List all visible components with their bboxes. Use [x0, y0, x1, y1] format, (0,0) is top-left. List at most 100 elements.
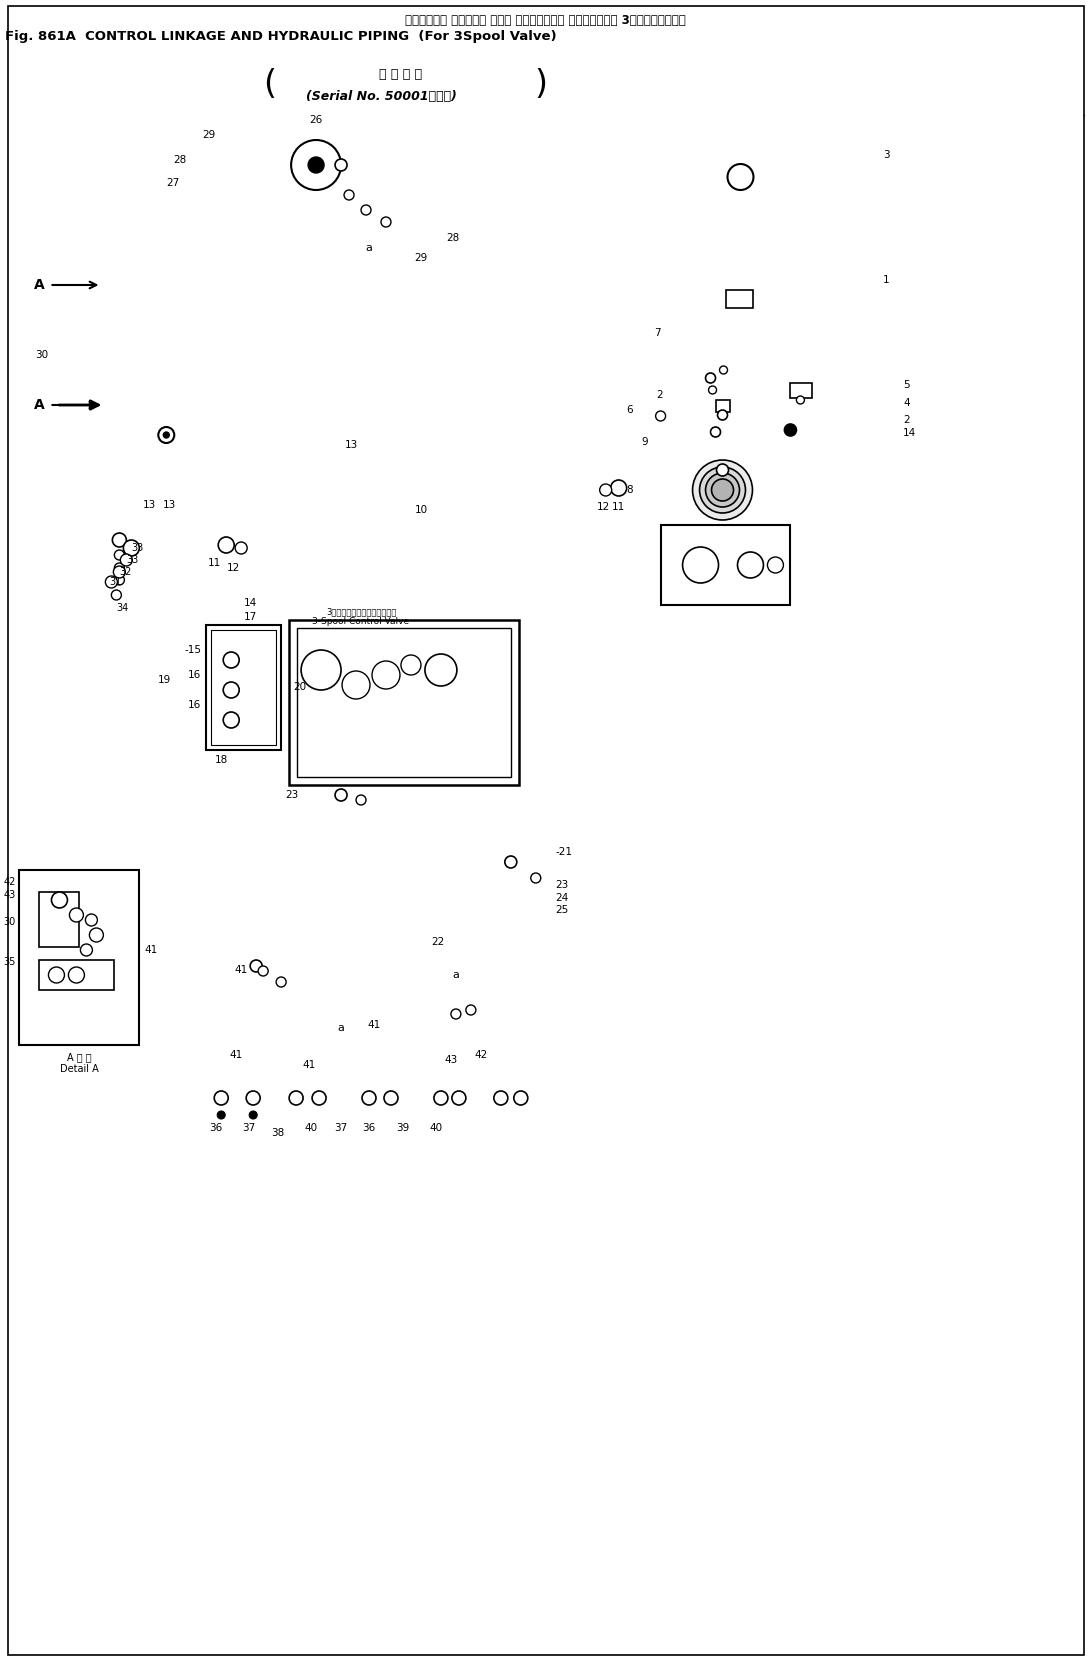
Text: 3: 3	[883, 149, 889, 159]
Circle shape	[258, 967, 268, 977]
Circle shape	[291, 140, 341, 189]
Circle shape	[513, 1091, 528, 1105]
Circle shape	[705, 374, 715, 384]
Text: 2: 2	[656, 390, 663, 400]
Text: -21: -21	[556, 847, 572, 857]
Circle shape	[361, 204, 371, 214]
Circle shape	[51, 892, 68, 909]
Circle shape	[705, 473, 739, 507]
Circle shape	[382, 218, 391, 228]
Circle shape	[308, 158, 324, 173]
Text: 23: 23	[284, 791, 298, 801]
Text: Detail A: Detail A	[60, 1065, 99, 1075]
Circle shape	[223, 713, 239, 728]
Bar	[39, 892, 80, 947]
Circle shape	[362, 1091, 376, 1105]
Circle shape	[85, 914, 97, 925]
Text: 10: 10	[414, 505, 427, 515]
Circle shape	[494, 1091, 508, 1105]
Circle shape	[716, 463, 728, 477]
Circle shape	[719, 365, 727, 374]
Circle shape	[531, 874, 541, 884]
Circle shape	[425, 654, 457, 686]
Circle shape	[797, 395, 804, 404]
Circle shape	[738, 551, 763, 578]
Text: A: A	[34, 277, 45, 292]
Text: 19: 19	[158, 674, 171, 684]
Text: 30: 30	[3, 917, 15, 927]
Text: 12: 12	[597, 502, 610, 512]
Circle shape	[223, 653, 239, 668]
Text: 7: 7	[654, 327, 661, 337]
Circle shape	[700, 467, 746, 513]
Bar	[715, 400, 729, 412]
Text: 29: 29	[203, 130, 216, 140]
Circle shape	[712, 478, 734, 502]
Circle shape	[289, 1091, 303, 1105]
Circle shape	[434, 1091, 448, 1105]
Circle shape	[682, 546, 718, 583]
Circle shape	[114, 563, 124, 573]
Text: 22: 22	[431, 937, 444, 947]
Text: (: (	[263, 68, 276, 101]
Circle shape	[465, 1005, 476, 1015]
Circle shape	[114, 575, 124, 585]
Text: 3-Spool Control Valve: 3-Spool Control Valve	[313, 618, 410, 626]
Circle shape	[312, 1091, 326, 1105]
Text: Fig. 861A  CONTROL LINKAGE AND HYDRAULIC PIPING  (For 3Spool Valve): Fig. 861A CONTROL LINKAGE AND HYDRAULIC …	[4, 30, 556, 43]
Bar	[20, 870, 140, 1045]
Circle shape	[112, 533, 126, 546]
Text: 17: 17	[244, 611, 257, 621]
Circle shape	[727, 164, 753, 189]
Text: 14: 14	[244, 598, 257, 608]
Text: ): )	[534, 68, 547, 101]
Text: 41: 41	[367, 1020, 380, 1030]
Circle shape	[655, 410, 666, 420]
Text: 24: 24	[556, 894, 569, 904]
Circle shape	[250, 1111, 257, 1120]
Circle shape	[451, 1008, 461, 1018]
Text: 30: 30	[35, 350, 48, 360]
Text: 37: 37	[335, 1123, 348, 1133]
Bar	[790, 384, 812, 399]
Circle shape	[164, 432, 169, 439]
Text: 32: 32	[120, 566, 132, 576]
Text: 42: 42	[3, 877, 15, 887]
Text: 41: 41	[144, 945, 158, 955]
Text: 37: 37	[243, 1123, 256, 1133]
Circle shape	[218, 537, 234, 553]
Circle shape	[89, 928, 104, 942]
Text: 5: 5	[904, 380, 910, 390]
Text: -15: -15	[184, 644, 202, 654]
Circle shape	[335, 159, 347, 171]
Text: 25: 25	[556, 905, 569, 915]
Circle shape	[335, 789, 347, 801]
Circle shape	[114, 550, 124, 560]
Text: コントロール リンケージ および ハイドロリック パイピング　　 3スプールバルブ用: コントロール リンケージ および ハイドロリック パイピング 3スプールバルブ用	[405, 13, 686, 27]
Circle shape	[251, 960, 263, 972]
Circle shape	[505, 855, 517, 869]
Text: 適 用 番 號: 適 用 番 號	[379, 68, 423, 81]
Circle shape	[301, 649, 341, 689]
Circle shape	[120, 555, 132, 566]
Text: a: a	[452, 970, 459, 980]
Bar	[211, 630, 276, 746]
Circle shape	[106, 576, 118, 588]
Circle shape	[113, 566, 125, 578]
Text: 18: 18	[215, 756, 228, 766]
Text: 20: 20	[293, 683, 306, 693]
Text: 39: 39	[397, 1123, 410, 1133]
Text: 26: 26	[310, 115, 323, 125]
Text: 12: 12	[227, 563, 240, 573]
Circle shape	[111, 590, 121, 600]
Circle shape	[158, 427, 174, 443]
Circle shape	[452, 1091, 465, 1105]
Text: 42: 42	[474, 1050, 487, 1060]
Text: 41: 41	[302, 1060, 316, 1070]
Bar	[39, 960, 114, 990]
Text: 11: 11	[613, 502, 626, 512]
Circle shape	[81, 943, 93, 957]
Text: 36: 36	[362, 1123, 376, 1133]
Text: 4: 4	[904, 399, 910, 409]
Text: 14: 14	[904, 429, 917, 439]
